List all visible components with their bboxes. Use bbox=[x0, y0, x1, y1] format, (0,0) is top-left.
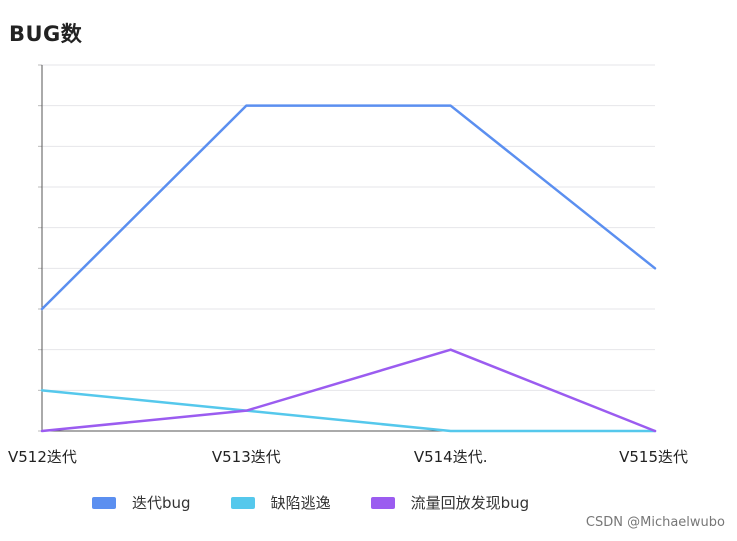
series-line-2 bbox=[40, 389, 657, 433]
legend-item-series-3[interactable]: 流量回放发现bug bbox=[370, 492, 530, 513]
x-tick-label: V515迭代 bbox=[619, 448, 688, 466]
watermark: CSDN @Michaelwubo bbox=[585, 515, 725, 530]
legend-swatch-series-2 bbox=[230, 496, 255, 509]
x-tick-label: V513迭代 bbox=[212, 448, 281, 466]
legend-label-series-3: 流量回放发现bug bbox=[410, 494, 530, 512]
legend-swatch-series-3 bbox=[370, 496, 395, 509]
legend-label-series-1: 迭代bug bbox=[132, 494, 191, 512]
chart-title: BUG数 bbox=[9, 22, 83, 46]
chart-legend: 迭代bug 缺陷逃逸 流量回放发现bug bbox=[92, 492, 569, 513]
legend-item-series-2[interactable]: 缺陷逃逸 bbox=[230, 492, 331, 513]
legend-label-series-2: 缺陷逃逸 bbox=[270, 494, 331, 512]
series-line-3 bbox=[40, 348, 657, 433]
legend-item-series-1[interactable]: 迭代bug bbox=[92, 492, 191, 513]
series-line-1 bbox=[40, 104, 657, 311]
legend-swatch-series-1 bbox=[92, 496, 116, 509]
x-tick-label: V514迭代. bbox=[414, 448, 488, 466]
x-tick-label: V512迭代 bbox=[8, 448, 77, 466]
